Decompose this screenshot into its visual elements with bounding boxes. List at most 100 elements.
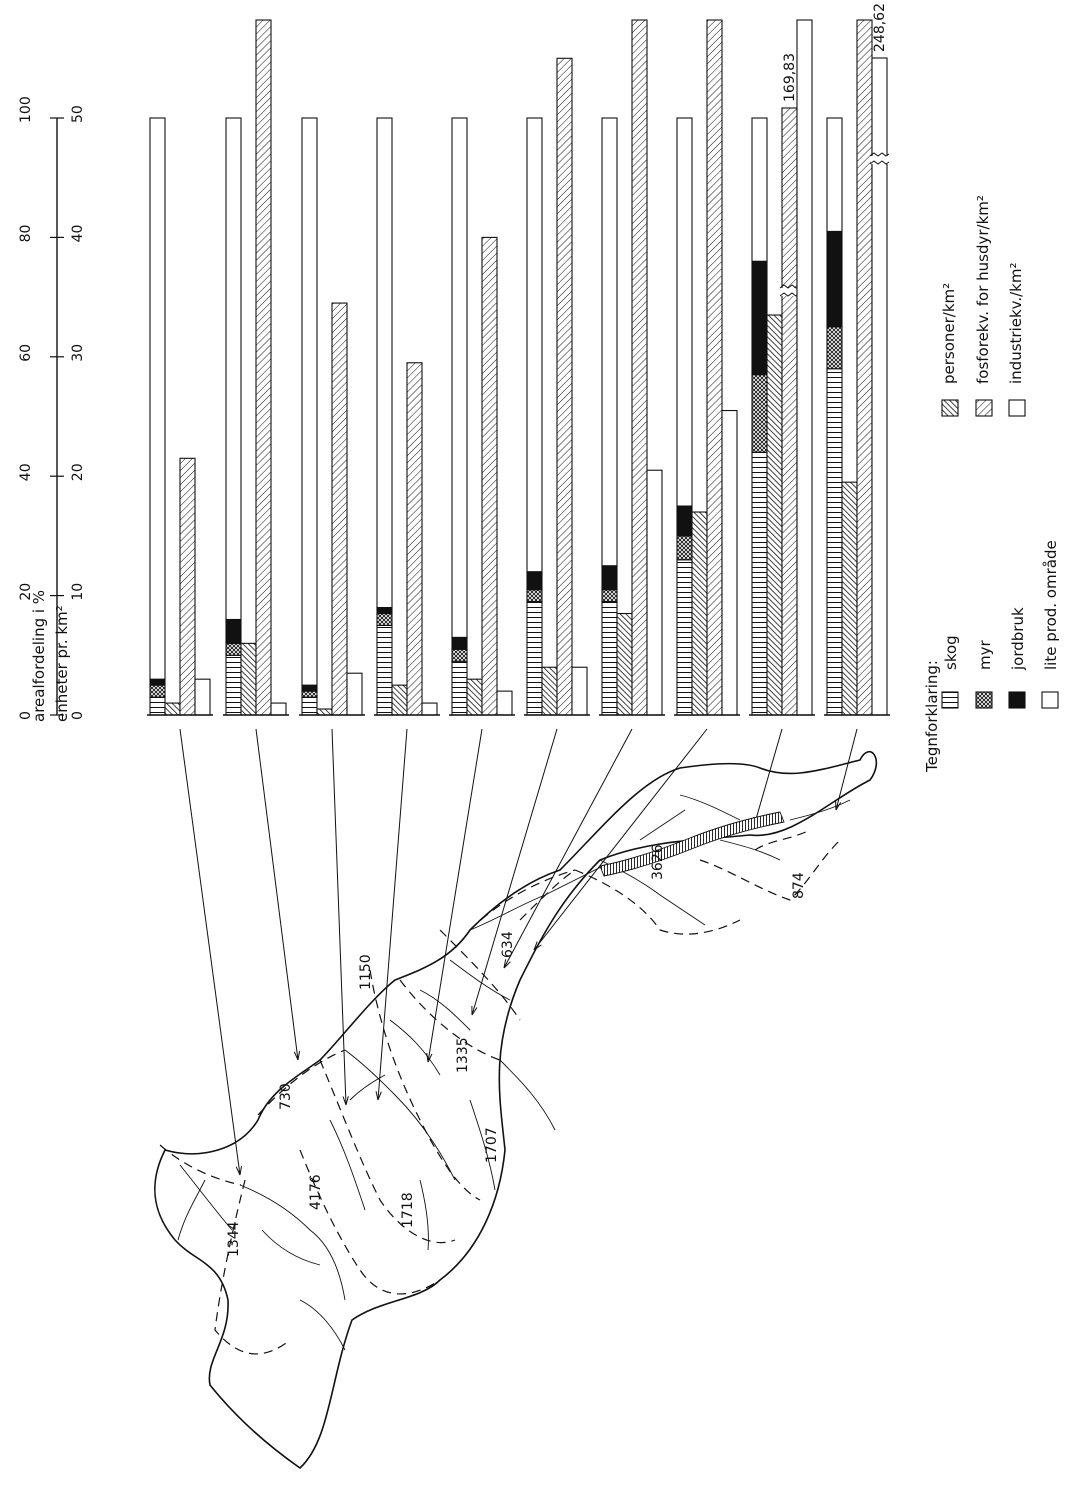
area-segment-skog bbox=[149, 696, 166, 716]
legend-swatch-myr bbox=[975, 691, 993, 709]
connector-line bbox=[377, 728, 408, 1101]
percent-tick-label: 100 bbox=[18, 96, 34, 123]
fosforekv-bar bbox=[179, 457, 196, 716]
area-segment-skog bbox=[526, 601, 543, 716]
map-area-label: 3626 bbox=[650, 844, 666, 880]
legend: Tegnforklaring: skog myr jordbruk lite prod… bbox=[923, 195, 1060, 773]
legend-swatch-lite-prod-område bbox=[1041, 691, 1059, 709]
fosforekv-bar bbox=[481, 236, 498, 716]
bar-group bbox=[374, 117, 440, 716]
legend-label: skog bbox=[942, 635, 960, 670]
area-segment-skog bbox=[376, 624, 393, 716]
connector-lines bbox=[179, 728, 858, 1176]
unit-tick-label: 20 bbox=[70, 463, 86, 481]
area-segment-myr bbox=[601, 589, 618, 603]
connector-arrowhead bbox=[342, 1096, 349, 1106]
percent-tick-label: 60 bbox=[18, 344, 34, 362]
area-segment-skog bbox=[301, 696, 318, 716]
industri-bar bbox=[496, 690, 513, 716]
legend-swatch-unit bbox=[941, 399, 959, 417]
bar-break-gap bbox=[871, 156, 888, 164]
connector-line bbox=[471, 728, 558, 1016]
connector-line bbox=[503, 728, 633, 969]
unit-tick-label: 0 bbox=[70, 711, 86, 720]
area-segment-jordbruk bbox=[301, 684, 318, 692]
scale-title-percent: arealfordeling i % bbox=[30, 590, 48, 722]
bar-group: 248,62 bbox=[824, 3, 890, 716]
connector-line bbox=[835, 728, 858, 811]
area-segment-lite-prod-område bbox=[451, 117, 468, 638]
area-segment-skog bbox=[451, 660, 468, 716]
connector-arrowhead bbox=[471, 1005, 478, 1016]
connector-line bbox=[753, 728, 783, 827]
legend-title: Tegnforklaring: bbox=[923, 660, 941, 773]
area-segment-myr bbox=[826, 326, 843, 370]
personer-bar bbox=[164, 702, 181, 716]
bar-group bbox=[524, 57, 590, 716]
legend-swatch-skog bbox=[941, 691, 959, 709]
area-segment-lite-prod-område bbox=[149, 117, 166, 680]
map-area-label: 1707 bbox=[484, 1127, 500, 1163]
personer-bar bbox=[541, 666, 558, 716]
subcatchment-boundaries bbox=[159, 829, 841, 1355]
legend-swatch-unit bbox=[975, 399, 993, 417]
fosforekv-bar bbox=[255, 19, 272, 716]
legend-label: myr bbox=[976, 640, 994, 670]
fosforekv-bar bbox=[556, 57, 573, 716]
area-segment-myr bbox=[451, 648, 468, 662]
personer-bar bbox=[316, 708, 333, 716]
scale-title-units: enheter pr. km² bbox=[53, 605, 71, 722]
area-segment-myr bbox=[225, 642, 242, 656]
area-segment-lite-prod-område bbox=[301, 117, 318, 686]
unit-tick-label: 50 bbox=[70, 105, 86, 123]
bar-group bbox=[223, 19, 289, 716]
area-segment-lite-prod-område bbox=[676, 117, 693, 507]
river-network bbox=[177, 794, 851, 1351]
map-area-label: 634 bbox=[500, 931, 516, 958]
area-segment-jordbruk bbox=[149, 678, 166, 686]
industri-bar bbox=[721, 409, 738, 716]
connector-arrowhead bbox=[835, 800, 842, 811]
area-segment-myr bbox=[526, 589, 543, 603]
bar-group bbox=[147, 117, 213, 716]
personer-bar bbox=[240, 642, 257, 716]
personer-bar bbox=[466, 678, 483, 716]
connector-line bbox=[255, 728, 299, 1061]
legend-label: personer/km² bbox=[940, 283, 958, 384]
area-segment-jordbruk bbox=[676, 505, 693, 537]
area-segment-skog bbox=[225, 654, 242, 716]
percent-tick-label: 80 bbox=[18, 225, 34, 243]
connector-line bbox=[533, 728, 708, 951]
personer-bar bbox=[766, 314, 783, 716]
fosforekv-bar bbox=[706, 19, 723, 716]
area-segment-jordbruk bbox=[225, 618, 242, 644]
scale-axis: 0 0 20 10 40 20 60 30 80 40 100 50 bbox=[18, 96, 86, 720]
area-segment-skog bbox=[751, 451, 768, 716]
fosforekv-bar bbox=[781, 107, 798, 716]
area-segment-skog bbox=[826, 368, 843, 716]
bar-value-label: 248,62 bbox=[872, 3, 888, 52]
area-segment-myr bbox=[376, 612, 393, 627]
map-area-label: 4176 bbox=[308, 1174, 324, 1210]
legend-label: lite prod. område bbox=[1042, 540, 1060, 670]
area-segment-myr bbox=[676, 535, 693, 561]
map-area-label: 1718 bbox=[400, 1192, 416, 1228]
area-segment-myr bbox=[751, 374, 768, 453]
bar-group bbox=[449, 117, 515, 716]
area-segment-jordbruk bbox=[451, 636, 468, 650]
area-segment-lite-prod-område bbox=[751, 117, 768, 262]
map-area-label: 1344 bbox=[226, 1221, 242, 1257]
connector-arrowhead bbox=[293, 1051, 301, 1061]
map-area-label: 730 bbox=[278, 1083, 294, 1110]
industri-bar bbox=[346, 672, 363, 716]
bar-group bbox=[599, 19, 665, 716]
bar-break-mark bbox=[869, 152, 890, 165]
connector-arrowhead bbox=[235, 1166, 242, 1176]
map-area-label: 1150 bbox=[358, 954, 374, 990]
area-segment-skog bbox=[601, 601, 618, 716]
personer-bar bbox=[391, 684, 408, 716]
connector-line bbox=[331, 728, 347, 1106]
area-segment-myr bbox=[301, 690, 318, 698]
map-area-label: 1335 bbox=[455, 1037, 471, 1073]
